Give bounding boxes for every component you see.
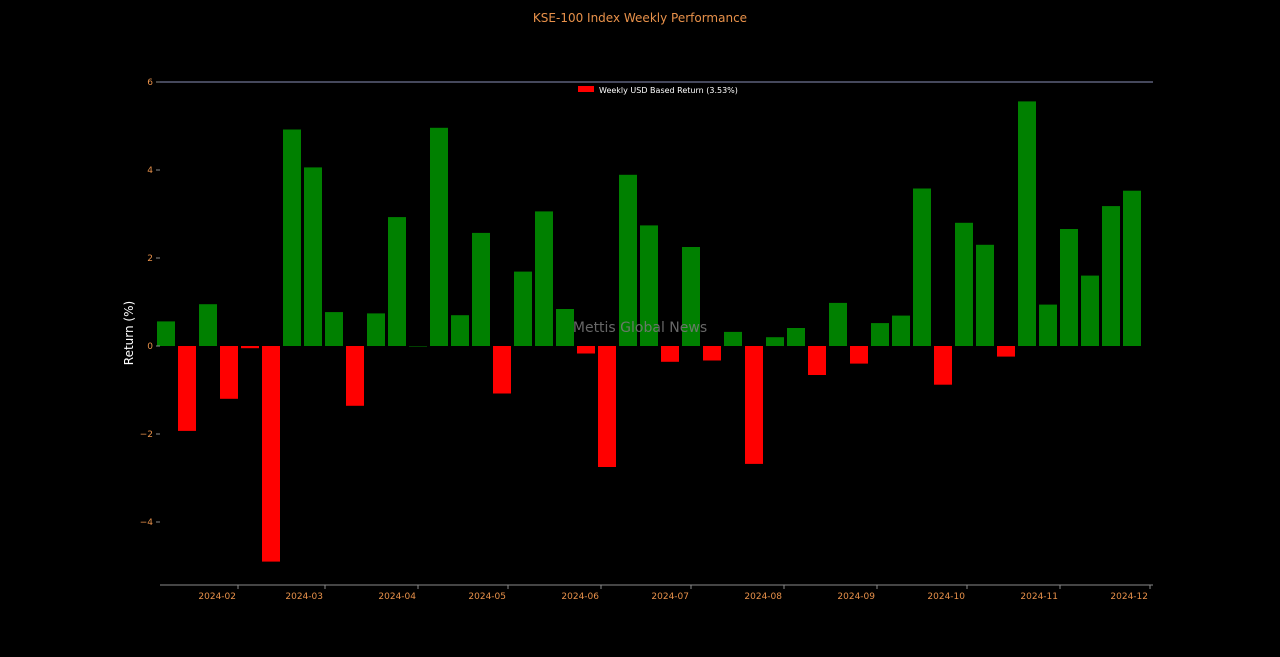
bars-group: [157, 101, 1141, 562]
bar: [1102, 206, 1120, 346]
bar: [346, 346, 364, 406]
bar: [808, 346, 826, 375]
x-axis-ticks: 2024-02 2024-03 2024-04 2024-05 2024-06 2024-…: [198, 585, 1151, 602]
bar: [1060, 229, 1078, 346]
y-tick-label: 0: [147, 342, 153, 352]
y-tick-label: 6: [147, 78, 153, 88]
bar: [262, 346, 280, 562]
x-tick-label: 2024-09: [837, 592, 875, 602]
bar: [451, 315, 469, 346]
y-tick-label: 2: [147, 254, 153, 264]
watermark: Mettis Global News: [573, 320, 707, 336]
bar: [556, 309, 574, 346]
bar: [913, 188, 931, 346]
bar: [325, 312, 343, 346]
bar: [955, 222, 973, 346]
x-tick-label: 2024-04: [378, 592, 416, 602]
y-tick-label: 4: [147, 166, 153, 176]
bar: [1039, 304, 1057, 346]
bar: [1018, 101, 1036, 347]
bar: [367, 313, 385, 346]
x-tick-label: 2024-08: [744, 592, 782, 602]
bar: [1081, 275, 1099, 346]
bar: [304, 167, 322, 346]
chart-title: KSE-100 Index Weekly Performance: [532, 11, 748, 25]
y-tick-label: −4: [140, 518, 154, 528]
bar: [997, 346, 1015, 357]
x-tick-label: 2024-11: [1020, 592, 1058, 602]
bar: [745, 346, 763, 464]
x-tick-label: 2024-03: [285, 592, 323, 602]
x-tick-label: 2024-07: [651, 592, 689, 602]
bar: [514, 271, 532, 346]
x-tick-label: 2024-02: [198, 592, 236, 602]
legend: Weekly USD Based Return (3.53%): [578, 86, 738, 95]
bar: [871, 323, 889, 346]
bar: [178, 346, 196, 431]
bar: [388, 217, 406, 346]
y-tick-label: −2: [140, 430, 153, 440]
x-tick-label: 2024-10: [927, 592, 965, 602]
bar: [430, 127, 448, 346]
legend-swatch: [578, 86, 594, 92]
bar: [199, 304, 217, 346]
bar: [220, 346, 238, 399]
bar: [787, 328, 805, 346]
x-tick-label: 2024-05: [468, 592, 506, 602]
bar: [703, 346, 721, 361]
bar: [157, 321, 175, 346]
bar: [409, 346, 427, 347]
bar: [892, 315, 910, 346]
bar: [472, 232, 490, 346]
bar: [829, 302, 847, 346]
bar: [283, 129, 301, 346]
bar: [724, 331, 742, 346]
bar: [241, 346, 259, 349]
x-tick-label: 2024-12: [1110, 592, 1148, 602]
bar: [850, 346, 868, 364]
bar: [976, 244, 994, 346]
y-axis-label: Return (%): [122, 301, 136, 365]
bar: [619, 174, 637, 346]
bar: [493, 346, 511, 394]
bar: [661, 346, 679, 362]
bar: [640, 225, 658, 346]
bar: [1123, 190, 1141, 346]
bar: [934, 346, 952, 385]
bar: [535, 211, 553, 346]
bar: [577, 346, 595, 354]
legend-label: Weekly USD Based Return (3.53%): [599, 86, 738, 95]
bar: [682, 247, 700, 346]
y-axis-ticks: −4 −2 0 2 4 6: [140, 78, 160, 528]
bar: [766, 337, 784, 346]
x-tick-label: 2024-06: [561, 592, 599, 602]
bar: [598, 346, 616, 467]
